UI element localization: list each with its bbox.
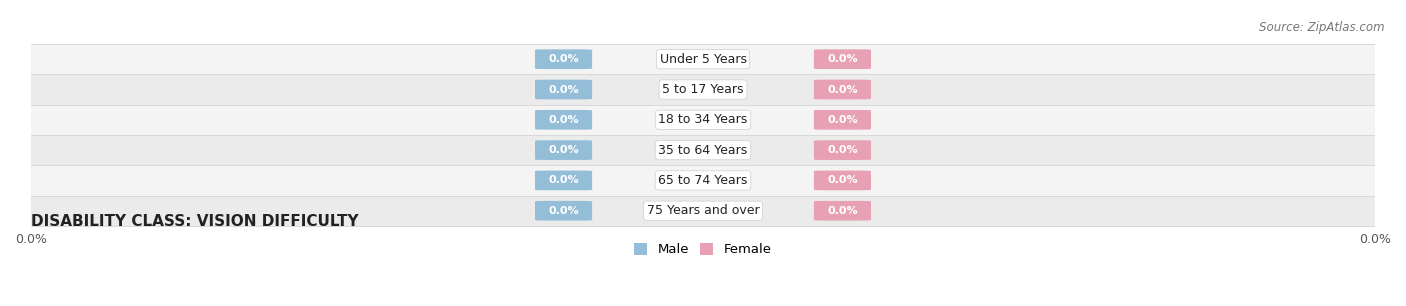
Bar [31, 105, 1375, 135]
FancyBboxPatch shape [814, 49, 870, 69]
Bar [31, 196, 1375, 226]
FancyBboxPatch shape [536, 201, 592, 221]
Text: 0.0%: 0.0% [548, 175, 579, 185]
Text: 5 to 17 Years: 5 to 17 Years [662, 83, 744, 96]
Legend: Male, Female: Male, Female [628, 237, 778, 261]
Text: 0.0%: 0.0% [827, 206, 858, 216]
Text: 0.0%: 0.0% [827, 145, 858, 155]
Text: 0.0%: 0.0% [827, 84, 858, 95]
Bar [31, 135, 1375, 165]
Text: Under 5 Years: Under 5 Years [659, 53, 747, 66]
Bar [31, 165, 1375, 196]
Text: 65 to 74 Years: 65 to 74 Years [658, 174, 748, 187]
FancyBboxPatch shape [814, 140, 870, 160]
Text: 18 to 34 Years: 18 to 34 Years [658, 113, 748, 126]
Text: 0.0%: 0.0% [548, 115, 579, 125]
Text: 35 to 64 Years: 35 to 64 Years [658, 144, 748, 157]
Text: 0.0%: 0.0% [548, 145, 579, 155]
Text: Source: ZipAtlas.com: Source: ZipAtlas.com [1260, 21, 1385, 34]
FancyBboxPatch shape [536, 140, 592, 160]
FancyBboxPatch shape [536, 49, 592, 69]
FancyBboxPatch shape [536, 80, 592, 99]
FancyBboxPatch shape [536, 170, 592, 190]
Text: 0.0%: 0.0% [548, 54, 579, 64]
Text: 75 Years and over: 75 Years and over [647, 204, 759, 217]
Text: 0.0%: 0.0% [548, 84, 579, 95]
Text: 0.0%: 0.0% [548, 206, 579, 216]
FancyBboxPatch shape [814, 110, 870, 130]
Text: 0.0%: 0.0% [827, 54, 858, 64]
FancyBboxPatch shape [814, 80, 870, 99]
Text: DISABILITY CLASS: VISION DIFFICULTY: DISABILITY CLASS: VISION DIFFICULTY [31, 214, 359, 229]
Text: 0.0%: 0.0% [827, 175, 858, 185]
Bar [31, 44, 1375, 74]
Bar [31, 74, 1375, 105]
FancyBboxPatch shape [536, 110, 592, 130]
Text: 0.0%: 0.0% [827, 115, 858, 125]
FancyBboxPatch shape [814, 170, 870, 190]
FancyBboxPatch shape [814, 201, 870, 221]
